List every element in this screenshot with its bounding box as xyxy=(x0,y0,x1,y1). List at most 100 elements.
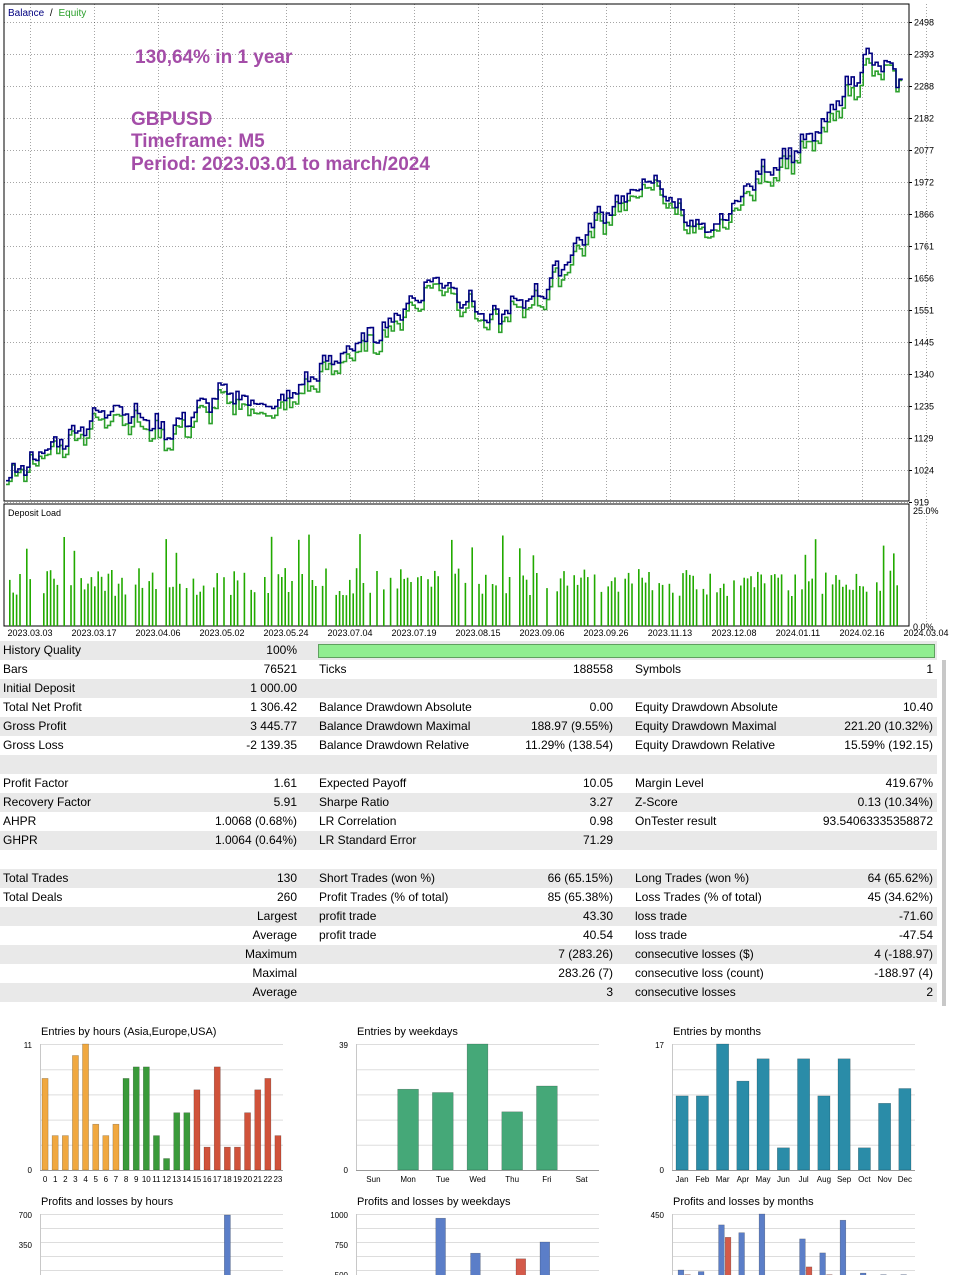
deposit-load-bar xyxy=(481,593,484,626)
deposit-load-bar xyxy=(485,574,487,626)
dist-bar xyxy=(102,1135,110,1171)
stat-value xyxy=(780,679,933,698)
deposit-load-bar xyxy=(83,589,86,626)
dist-bar xyxy=(432,1092,454,1171)
dist-x-tick-label: Oct xyxy=(858,1175,871,1184)
dist-bar xyxy=(515,1258,526,1275)
dist-x-tick-label: 4 xyxy=(83,1175,88,1184)
dist-bar xyxy=(839,1219,847,1275)
deposit-load-bar xyxy=(114,595,116,626)
dist-x-tick-label: Sun xyxy=(366,1175,380,1184)
deposit-load-bar xyxy=(519,548,521,626)
dist-bar xyxy=(224,1146,231,1171)
dist-bar xyxy=(898,1088,912,1171)
history-quality-label: History Quality xyxy=(3,643,82,657)
deposit-load-bar xyxy=(121,577,123,626)
dist-x-tick-label: 10 xyxy=(142,1175,151,1184)
stat-label: Equity Drawdown Relative xyxy=(635,738,776,752)
deposit-load-bar xyxy=(583,569,586,626)
dist-bar xyxy=(163,1158,170,1171)
dist-bar xyxy=(234,1146,241,1171)
stat-value: 71.29 xyxy=(582,833,613,847)
dist-x-tick-label: 13 xyxy=(172,1175,181,1184)
deposit-load-bar xyxy=(202,585,205,626)
deposit-load-bar xyxy=(689,574,691,626)
stat-label: Recovery Factor xyxy=(3,795,92,809)
stat-value xyxy=(780,755,933,774)
deposit-load-bar xyxy=(743,577,745,626)
dist-y-tick-label: 0 xyxy=(28,1166,33,1175)
dist-bar xyxy=(736,1080,750,1171)
dist-bar xyxy=(132,1066,140,1171)
dist-y-tick-label: 11 xyxy=(24,1041,33,1050)
deposit-load-bar xyxy=(216,573,218,626)
dist-x-tick-label: Nov xyxy=(877,1175,891,1184)
distribution-chart-title: Entries by months xyxy=(673,1026,762,1038)
dist-y-tick-label: 0 xyxy=(660,1166,665,1175)
dist-x-tick-label: 15 xyxy=(192,1175,201,1184)
date-tick-label: 2023.12.08 xyxy=(711,628,756,638)
deposit-load-bar xyxy=(896,585,898,626)
dist-x-tick-label: 2 xyxy=(63,1175,68,1184)
stat-label: profit trade xyxy=(319,928,377,942)
deposit-load-bar xyxy=(668,583,671,626)
deposit-load-bar xyxy=(862,586,864,626)
dist-x-tick-label: 16 xyxy=(203,1175,212,1184)
legend-balance: Balance xyxy=(8,8,45,19)
dist-x-tick-label: Wed xyxy=(469,1175,485,1184)
stat-label: Total Trades xyxy=(3,871,69,885)
deposit-load-bar xyxy=(107,573,110,626)
deposit-load-bar xyxy=(369,592,371,626)
deposit-load-bar xyxy=(546,588,548,626)
deposit-load-bar xyxy=(814,539,817,626)
stats-row: Gross Loss -2 139.35 Balance Drawdown Rela… xyxy=(0,736,937,755)
deposit-load-bar xyxy=(19,574,21,626)
dist-x-tick-label: May xyxy=(756,1175,771,1184)
vertical-scrollbar[interactable] xyxy=(942,660,946,1006)
dist-bar xyxy=(173,1112,181,1171)
deposit-load-bar xyxy=(573,575,575,626)
dist-bar xyxy=(254,1089,262,1171)
dist-x-tick-label: Mar xyxy=(716,1175,730,1184)
dist-bar xyxy=(539,1241,550,1275)
deposit-load-bar xyxy=(746,578,749,626)
deposit-load-bar xyxy=(780,574,783,626)
stat-label: loss trade xyxy=(635,928,688,942)
dist-y-tick-label: 500 xyxy=(335,1271,349,1275)
y-tick-label: 1656 xyxy=(914,274,934,284)
dist-bar xyxy=(213,1066,221,1171)
dist-x-tick-label: Jul xyxy=(798,1175,808,1184)
dist-bar xyxy=(698,1271,705,1275)
dist-bar xyxy=(799,1238,806,1275)
dist-x-tick-label: 9 xyxy=(134,1175,139,1184)
deposit-load-bar xyxy=(311,580,314,626)
deposit-load-bar xyxy=(859,586,861,626)
dist-y-tick-label: 39 xyxy=(339,1041,348,1050)
date-tick-label: 2023.04.06 xyxy=(135,628,180,638)
deposit-load-bar xyxy=(876,582,878,626)
stats-row: AHPR 1.0068 (0.68%) LR Correlation 0.98 OnTe… xyxy=(0,812,937,831)
stat-label: consecutive losses ($) xyxy=(635,947,754,961)
deposit-load-bar xyxy=(243,572,246,626)
dist-bar xyxy=(777,1147,790,1171)
balance-equity-chart: 2498 2393 2288 2182 2077 1972 1866 1761 1656 1551… xyxy=(3,3,949,638)
dist-x-tick-label: Sat xyxy=(576,1175,589,1184)
stat-label: Margin Level xyxy=(635,776,704,790)
stat-value: -47.54 xyxy=(898,928,933,942)
deposit-load-bar xyxy=(593,574,596,626)
annotation-period: Period: 2023.03.01 to march/2024 xyxy=(131,154,430,175)
deposit-load-bar xyxy=(165,539,167,626)
deposit-load-bar xyxy=(661,584,664,626)
stat-value: 3.27 xyxy=(589,795,613,809)
stat-label: GHPR xyxy=(3,833,38,847)
dist-bar xyxy=(183,1112,191,1171)
dist-bar xyxy=(724,1237,732,1275)
date-tick-label: 2024.02.16 xyxy=(839,628,884,638)
deposit-load-bar xyxy=(410,582,412,626)
dist-bar xyxy=(536,1085,558,1171)
deposit-load-y-bottom: 0.0% xyxy=(913,622,934,632)
deposit-load-bar xyxy=(111,570,113,626)
dist-x-tick-label: Jun xyxy=(777,1175,790,1184)
deposit-load-bars xyxy=(9,534,898,626)
stat-value: 188558 xyxy=(572,662,613,676)
